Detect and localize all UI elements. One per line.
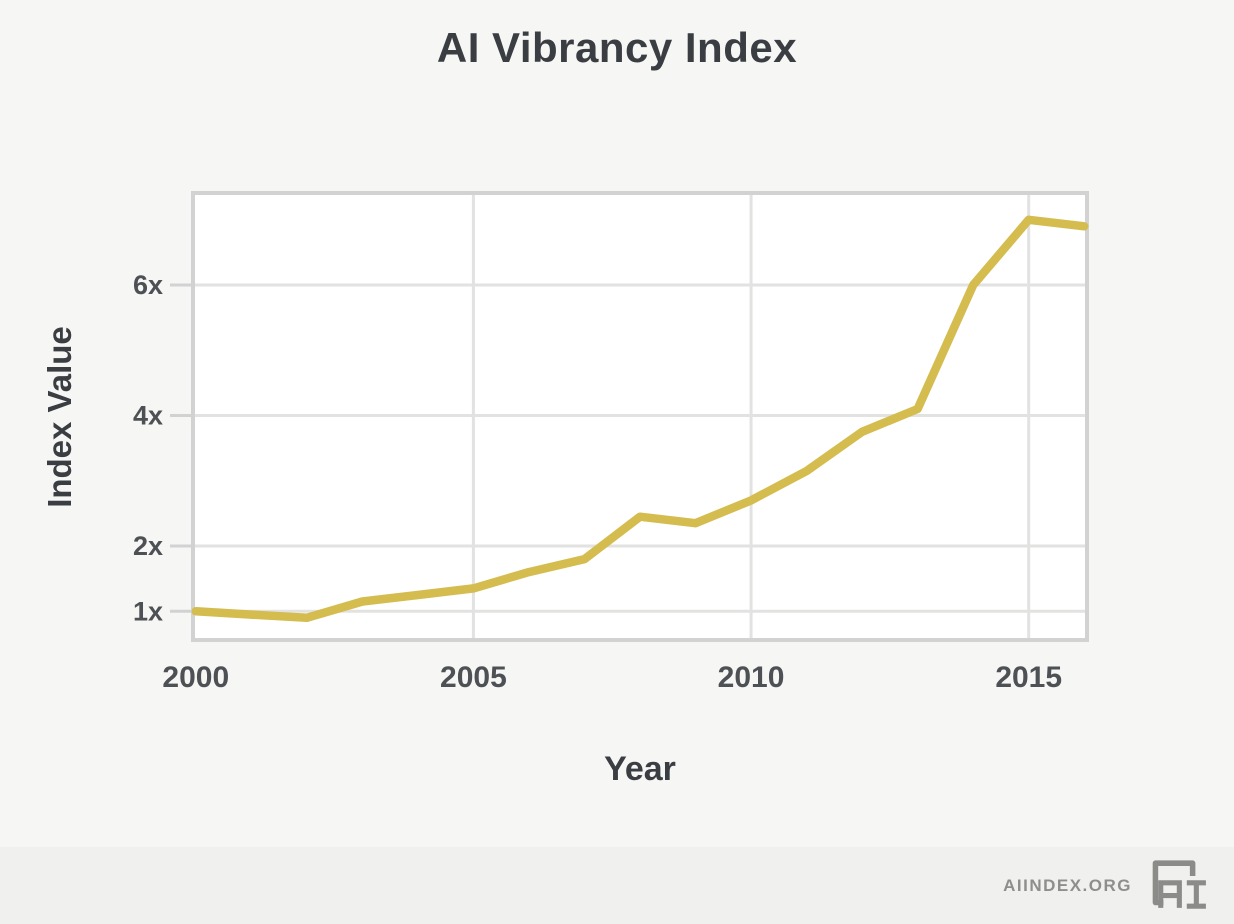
x-tick-label: 2000	[162, 661, 229, 694]
data-line	[191, 215, 1089, 623]
y-tick-label: 4x	[133, 401, 163, 431]
logo-letter-i	[1186, 880, 1206, 909]
x-tick-label: 2010	[718, 661, 785, 694]
y-tick-label: 6x	[133, 270, 163, 300]
plot-border	[191, 191, 1089, 642]
chart-title: AI Vibrancy Index	[436, 24, 798, 71]
footer-bar: AIINDEX.ORG	[0, 847, 1234, 924]
logo-letter-a	[1158, 880, 1182, 908]
footer-brand-text: AIINDEX.ORG	[1003, 875, 1132, 895]
x-tick-label: 2015	[995, 661, 1062, 694]
ai-index-logo-icon	[1152, 860, 1206, 909]
y-tick-label: 1x	[133, 596, 163, 626]
logo-frame	[1152, 860, 1196, 906]
x-tick-label: 2005	[440, 661, 507, 694]
x-axis-label: Year	[604, 750, 676, 788]
y-tick-label: 2x	[133, 531, 163, 561]
